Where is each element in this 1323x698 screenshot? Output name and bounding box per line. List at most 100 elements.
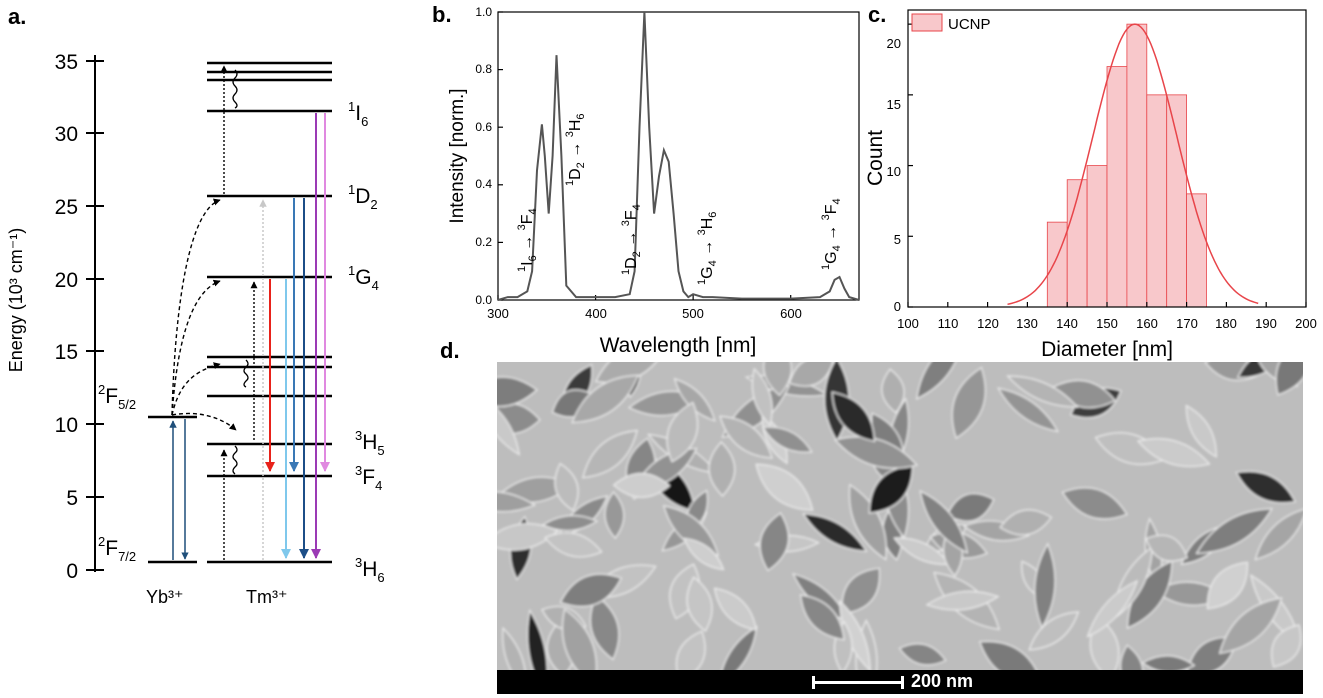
tem-particle [997, 387, 1059, 433]
tem-particle [999, 509, 1053, 536]
tem-particle [713, 587, 758, 631]
level-label-i6: 1I6 [348, 99, 368, 129]
tem-particle [497, 376, 539, 408]
spectrum-y-tick-label: 1.0 [475, 5, 492, 19]
spectrum-y-tick-label: 0.8 [475, 62, 492, 76]
histogram-x-tick-label: 130 [1016, 316, 1038, 331]
histogram-bar [1046, 221, 1068, 308]
scale-bar-label: 200 nm [911, 671, 974, 691]
legend-label: UCNP [948, 16, 991, 33]
level-label-h6: 3H6 [355, 555, 385, 585]
tem-particle [761, 426, 813, 453]
tem-particle [612, 472, 671, 498]
histogram-bar [1086, 165, 1108, 308]
energy-tick-label: 30 [55, 123, 78, 146]
tem-particle [1254, 507, 1303, 561]
tem-particle [1006, 375, 1079, 408]
tem-particle [1195, 508, 1273, 554]
tem-particle [571, 374, 639, 424]
tem-particle [802, 513, 868, 553]
tem-particle [868, 464, 914, 514]
annotation-g4-h6: 1G4 → 3H6 [696, 212, 719, 285]
tem-particle [589, 594, 620, 661]
energy-tick-label: 20 [55, 269, 78, 292]
histogram-x-tick-label: 120 [977, 316, 999, 331]
tem-particle [1137, 438, 1211, 468]
histogram-x-tick-label: 180 [1215, 316, 1237, 331]
spectrum-y-tick-label: 0.0 [475, 293, 492, 307]
energy-tick-label: 15 [55, 341, 78, 364]
tem-particle [559, 573, 623, 608]
species-yb-label: Yb³⁺ [146, 587, 184, 607]
tem-particle [1252, 362, 1299, 388]
histogram-x-tick-label: 160 [1136, 316, 1158, 331]
tem-particle [1034, 542, 1056, 630]
energy-tick-label: 0 [66, 560, 78, 583]
tem-particle [554, 462, 579, 512]
energy-tick-label: 25 [55, 196, 78, 219]
tem-micrograph: 200 nm [497, 362, 1303, 694]
tem-particle [719, 415, 773, 459]
annotation-i6-f4: 1I6 → 3F4 [516, 208, 539, 272]
histogram-x-tick-label: 110 [938, 316, 959, 331]
histogram-x-axis-label: Diameter [nm] [1041, 338, 1173, 361]
spectrum-y-tick-label: 0.2 [475, 235, 492, 249]
spectrum-x-tick-label: 400 [585, 306, 607, 321]
tem-particle [594, 362, 669, 384]
tem-particle [1275, 362, 1303, 396]
tem-particle [759, 512, 790, 572]
species-tm-label: Tm³⁺ [246, 587, 287, 607]
histogram-y-tick-label: 0 [894, 299, 901, 314]
histogram-x-tick-label: 100 [897, 316, 919, 331]
histogram-y-tick-label: 5 [894, 232, 901, 247]
annotation-g4-f4: 1G4 → 3F4 [820, 198, 843, 270]
tem-particle [604, 491, 625, 540]
tem-particle [925, 590, 1000, 611]
tem-particle [673, 377, 716, 422]
level-label-g4: 1G4 [348, 263, 379, 293]
spectrum-y-tick-label: 0.4 [475, 177, 492, 191]
histogram-bar [1106, 66, 1128, 308]
gaussian-fit-line [1007, 23, 1259, 306]
spectrum-x-tick-label: 600 [780, 306, 802, 321]
histogram-x-tick-label: 140 [1056, 316, 1078, 331]
tem-particle [1086, 579, 1139, 638]
level-label-f72: 2F7/2 [98, 534, 136, 564]
histogram-y-tick-label: 15 [887, 97, 901, 112]
tem-particle [951, 366, 987, 440]
spectrum-x-tick-label: 300 [487, 306, 509, 321]
tem-particle [881, 368, 905, 414]
legend-swatch [911, 13, 943, 32]
histogram-bar [1126, 23, 1148, 308]
tem-particle [1185, 404, 1217, 458]
scale-bar: 200 nm [497, 670, 1303, 694]
histogram-tick-marks [907, 23, 1307, 308]
histogram-x-tick-label: 170 [1176, 316, 1198, 331]
spectrum-line [497, 11, 860, 301]
tem-particle [831, 391, 876, 443]
tem-particles [497, 362, 1303, 694]
energy-tick-label: 5 [66, 487, 78, 510]
tm-excitation-arrows [220, 65, 258, 560]
panel-b-label: b. [432, 2, 452, 27]
tem-particle [1206, 561, 1249, 610]
energy-tick-label: 35 [55, 51, 78, 74]
histogram-x-tick-label: 190 [1255, 316, 1277, 331]
histogram-x-tick-label: 150 [1096, 316, 1118, 331]
tem-particle [1235, 470, 1297, 504]
tem-particle [497, 490, 537, 513]
tem-particle [666, 401, 699, 463]
tem-particle [788, 362, 835, 387]
histogram-bar [1146, 94, 1168, 308]
energy-ticks [86, 60, 104, 571]
histogram-x-tick-label: 200 [1295, 316, 1317, 331]
histogram-y-tick-label: 10 [887, 164, 901, 179]
level-label-f4: 3F4 [355, 463, 382, 493]
annotation-d2-f4: 1D2 → 3F4 [620, 204, 643, 275]
tem-particle [755, 463, 814, 511]
tem-particle [497, 522, 559, 551]
level-label-f52: 2F5/2 [98, 382, 136, 412]
tem-particle [1271, 624, 1302, 668]
